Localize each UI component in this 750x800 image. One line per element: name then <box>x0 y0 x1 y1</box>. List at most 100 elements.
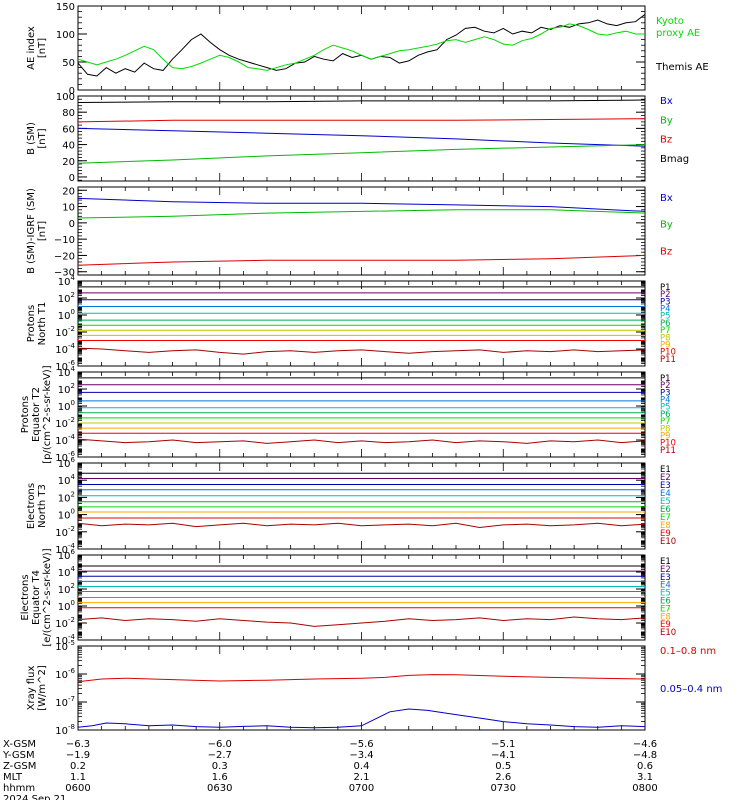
y-tick-label: 104 <box>58 365 76 379</box>
legend-entry: P2 <box>660 290 671 300</box>
panel-frame-ae <box>77 5 646 91</box>
series-line-pe-p11 <box>77 438 646 444</box>
y-tick-label: 106 <box>58 456 76 470</box>
ephemeris-value: 0.4 <box>354 761 370 772</box>
ephemeris-row-label: X-GSM <box>3 739 36 750</box>
y-tick-label: 60 <box>62 124 75 135</box>
ephemeris-value: 0730 <box>491 783 516 794</box>
ephemeris-value: 0.2 <box>70 761 86 772</box>
legend-entry: P9 <box>660 340 671 350</box>
legend-entry: Bx <box>660 96 673 107</box>
y-tick-label: 10-2 <box>55 416 75 430</box>
y-axis-label: B (SM)-IGRF (SM) <box>26 188 37 274</box>
y-axis-label: [p/(cm^2-s-sr-keV)] <box>42 365 53 464</box>
ephemeris-value: −4.6 <box>633 739 657 750</box>
y-axis-label: B (SM) <box>26 122 37 155</box>
series-line-ae-themis-ae <box>77 14 646 77</box>
legend-entry: P4 <box>660 396 671 406</box>
legend-entry: P10 <box>660 439 676 449</box>
legend-entry: P3 <box>660 388 671 398</box>
y-tick-label: 100 <box>58 308 75 322</box>
series-line-bigrf-by <box>77 209 646 219</box>
y-tick-label: 106 <box>58 548 76 562</box>
ephemeris-row-label: hhmm <box>3 783 35 794</box>
y-tick-label: 10-2 <box>55 525 75 539</box>
y-axis-label: Xray flux <box>26 666 37 711</box>
ephemeris-value: 1.1 <box>70 772 86 783</box>
ephemeris-value: 0.5 <box>495 761 511 772</box>
ephemeris-value: 0.6 <box>637 761 653 772</box>
y-tick-label: −30 <box>54 268 75 279</box>
y-tick-label: 10-2 <box>55 325 75 339</box>
ephemeris-value: 2.1 <box>354 772 370 783</box>
legend-entry: P1 <box>660 374 671 384</box>
legend-entry: P6 <box>660 319 671 329</box>
legend-entry: E4 <box>660 581 671 591</box>
ephemeris-value: −6.0 <box>208 739 232 750</box>
series-line-pn-p11 <box>77 347 646 355</box>
y-axis-label: [nT] <box>37 128 48 148</box>
y-tick-label: 40 <box>62 141 75 152</box>
legend-entry: By <box>660 115 673 126</box>
legend-entry: E5 <box>660 497 671 507</box>
y-tick-label: 10-5 <box>55 639 75 653</box>
y-tick-label: 102 <box>58 382 75 396</box>
y-tick-label: 10-6 <box>55 667 75 681</box>
legend-entry: E9 <box>660 620 671 630</box>
y-axis-label: [W/m^2] <box>37 665 48 711</box>
y-axis-label: Protons <box>26 305 37 342</box>
legend-entry: P8 <box>660 333 671 343</box>
y-axis-label: Electrons <box>26 483 37 529</box>
y-tick-label: 100 <box>56 92 75 103</box>
y-tick-label: 100 <box>58 599 75 613</box>
legend-entry: By <box>660 220 673 231</box>
panel-frame-en <box>77 462 646 550</box>
legend-entry: P11 <box>660 446 676 456</box>
legend-entry: E6 <box>660 505 671 515</box>
series-line-xray-0-05-0-4-nm <box>77 708 646 729</box>
y-tick-label: 10 <box>62 203 75 214</box>
legend-entry: E4 <box>660 489 671 499</box>
legend-entry: E1 <box>660 557 671 567</box>
series-line-bigrf-bz <box>77 254 646 266</box>
legend-entry: P7 <box>660 417 671 427</box>
y-tick-label: 104 <box>58 565 76 579</box>
legend-entry: proxy AE <box>656 28 700 39</box>
legend-entry: E7 <box>660 513 671 523</box>
legend-entry: E3 <box>660 573 671 583</box>
y-tick-label: 0 <box>69 219 75 230</box>
legend-entry: E7 <box>660 604 671 614</box>
y-tick-label: 20 <box>62 157 75 168</box>
ephemeris-value: 0.3 <box>212 761 228 772</box>
y-tick-label: 80 <box>62 108 75 119</box>
series-line-ee-e10 <box>77 616 646 627</box>
y-tick-label: 20 <box>62 186 75 197</box>
y-axis-label: [nT] <box>37 38 48 58</box>
y-tick-label: 0 <box>69 173 75 184</box>
y-tick-label: 10-4 <box>55 342 75 356</box>
panel-frame-xray <box>77 645 646 731</box>
y-tick-label: 10-2 <box>55 616 75 630</box>
legend-entry: E9 <box>660 529 671 539</box>
legend-entry: Bmag <box>660 154 689 165</box>
date-label: 2024 Sep 21 <box>3 794 66 800</box>
y-axis-label: North T1 <box>37 302 48 346</box>
panel-frame-bigrf <box>77 186 646 276</box>
series-line-bsm-bmag <box>77 99 646 103</box>
y-axis-label: [nT] <box>37 221 48 241</box>
series-line-en-e10 <box>77 522 646 529</box>
series-line-bsm-bz <box>77 118 646 123</box>
y-tick-label: 100 <box>58 399 75 413</box>
ephemeris-value: −4.1 <box>491 750 515 761</box>
legend-entry: E6 <box>660 597 671 607</box>
ephemeris-value: −3.4 <box>349 750 373 761</box>
ephemeris-value: −4.8 <box>633 750 657 761</box>
legend-entry: E10 <box>660 537 676 547</box>
y-tick-label: −20 <box>54 251 75 262</box>
panel-frame-bsm <box>77 95 646 182</box>
ephemeris-value: −1.9 <box>66 750 90 761</box>
legend-entry: 0.1–0.8 nm <box>660 646 716 657</box>
ephemeris-value: −2.7 <box>208 750 232 761</box>
y-tick-label: 50 <box>62 58 75 69</box>
y-axis-label: Electrons <box>20 574 31 620</box>
